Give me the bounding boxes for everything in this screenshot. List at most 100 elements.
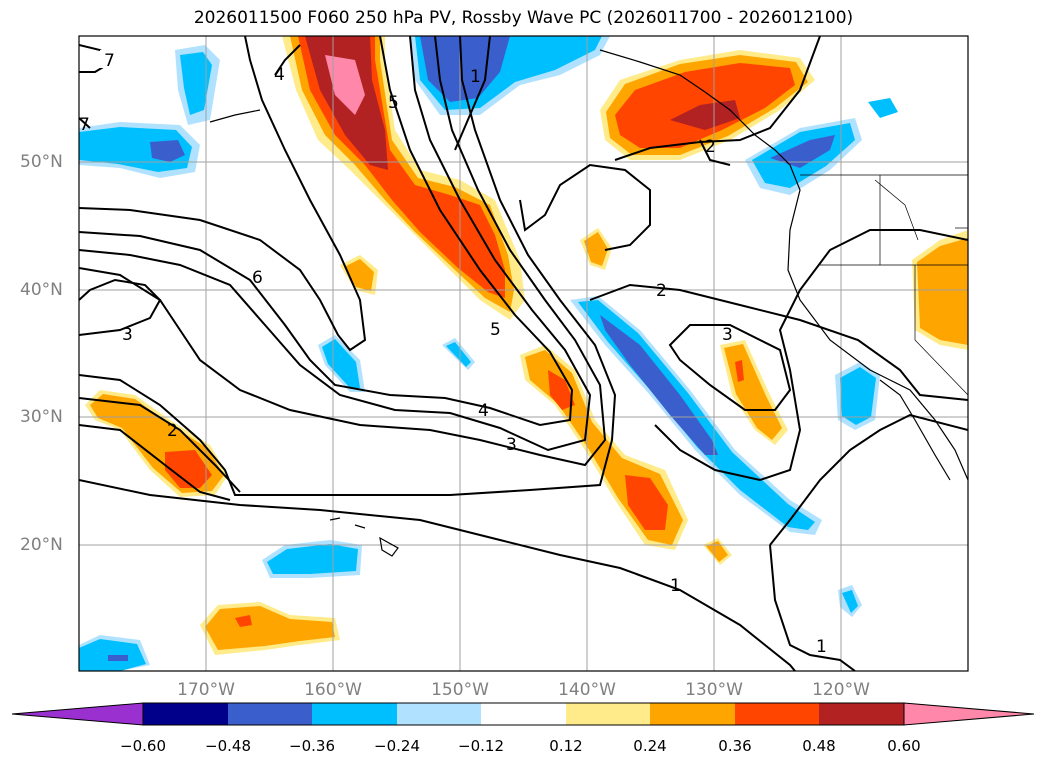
colorbar-segment — [312, 703, 397, 725]
pv-contour-line — [79, 424, 231, 501]
pv-contour-line — [274, 44, 301, 76]
pv-contour-line — [454, 36, 491, 151]
positive-anomaly-shape — [670, 100, 740, 130]
pv-contour-line — [668, 324, 792, 411]
negative-anomaly-shape — [267, 544, 358, 574]
negative-anomaly-shape — [868, 98, 898, 118]
colorbar-extend-high — [903, 702, 1035, 726]
negative-anomaly-shape — [180, 52, 212, 115]
coastline-shape — [379, 536, 399, 557]
coastlines — [209, 49, 968, 557]
positive-anomaly-shape — [325, 55, 365, 115]
negative-anomaly-shape — [150, 140, 185, 162]
contour-labels: 7 7 4 5 1 6 3 2 2 2 3 5 4 3 1 1 — [79, 50, 827, 657]
positive-anomaly-shape — [548, 370, 575, 410]
contour-label: 1 — [470, 67, 481, 87]
colorbar-segment — [143, 703, 228, 725]
contour-label: 4 — [478, 401, 489, 421]
colorbar-segment — [819, 703, 904, 725]
pv-contour-line — [79, 117, 91, 129]
negative-anomaly-shape — [79, 127, 192, 172]
contour-label: 6 — [252, 268, 263, 288]
colorbar-tick-label: −0.24 — [374, 737, 420, 755]
colorbar-segment — [650, 703, 735, 725]
coastline-shape — [329, 517, 341, 521]
state-boundary-shape — [874, 179, 919, 241]
lon-label: 140°W — [558, 680, 616, 700]
colorbar-tick-label: −0.48 — [205, 737, 251, 755]
lon-label: 130°W — [685, 680, 743, 700]
positive-anomaly-shape — [625, 475, 668, 530]
colorbar-segment — [481, 703, 566, 725]
negative-anomaly-shape — [108, 655, 128, 661]
map-title: 2026011500 F060 250 hPa PV, Rossby Wave … — [193, 8, 854, 28]
colorbar-tick-label: 0.36 — [718, 737, 752, 755]
colorbar-tick-label: 0.12 — [549, 737, 583, 755]
colorbar — [11, 702, 1035, 726]
map-gridlines — [79, 36, 968, 671]
colorbar-tick-label: 0.48 — [802, 737, 836, 755]
contour-label: 3 — [722, 325, 733, 345]
contour-label: 3 — [506, 435, 517, 455]
pv-contour-line — [769, 544, 856, 671]
lon-label: 120°W — [812, 680, 870, 700]
colorbar-tick-label: −0.12 — [458, 737, 504, 755]
colorbar-segment — [735, 703, 819, 725]
pv-contour-line — [79, 278, 162, 336]
positive-anomaly-shape — [165, 450, 212, 488]
positive-anomaly-shape — [735, 360, 744, 382]
coastline-shape — [354, 524, 366, 529]
lon-label: 160°W — [304, 680, 362, 700]
pv-contour-line — [699, 139, 731, 166]
contour-label: 2 — [705, 137, 716, 157]
contour-label: 1 — [670, 576, 681, 596]
coastline-shape — [209, 109, 261, 123]
pv-contour-line — [79, 36, 574, 427]
colorbar-tick-label: −0.60 — [120, 737, 166, 755]
lon-label: 150°W — [431, 680, 489, 700]
contour-label: 7 — [104, 51, 115, 71]
coastline-shape — [879, 379, 951, 481]
colorbar-extend-low — [11, 702, 144, 726]
negative-anomaly-shape — [842, 590, 858, 613]
contour-label: 2 — [656, 281, 667, 301]
positive-anomaly-shape — [706, 541, 728, 562]
colorbar-segment — [566, 703, 650, 725]
pv-contour-line — [654, 229, 968, 482]
negative-anomaly-shape — [600, 315, 718, 455]
colorbar-segment — [397, 703, 481, 725]
lat-label: 30°N — [20, 407, 63, 427]
pv-contour-line — [79, 479, 796, 671]
lat-label: 20°N — [20, 535, 63, 555]
contour-label: 1 — [816, 637, 827, 657]
pv-contour-line — [589, 283, 968, 401]
contour-label: 2 — [167, 421, 178, 441]
coastline-shape — [599, 49, 968, 481]
pv-contour-line — [79, 36, 592, 452]
pv-contour-line — [614, 36, 821, 161]
contour-label: 3 — [122, 325, 133, 345]
colorbar-segment — [228, 703, 312, 725]
contour-label: 5 — [388, 93, 399, 113]
lon-label: 170°W — [177, 680, 235, 700]
lat-label: 50°N — [20, 152, 63, 172]
pv-contour-line — [79, 36, 607, 467]
negative-anomaly-shape — [446, 342, 471, 367]
colorbar-tick-label: 0.60 — [887, 737, 921, 755]
contour-label: 4 — [274, 65, 285, 85]
negative-anomaly-shape — [840, 367, 876, 425]
negative-anomaly-shape — [770, 135, 835, 168]
colorbar-tick-label: −0.36 — [289, 737, 335, 755]
contour-label: 5 — [490, 320, 501, 340]
pv-contour-line — [79, 36, 617, 496]
negative-anomaly-shape — [322, 339, 360, 388]
pv-contour-line — [769, 413, 968, 546]
state-boundary-shape — [914, 265, 968, 396]
map-frame — [78, 35, 969, 672]
colorbar-tick-label: 0.24 — [633, 737, 667, 755]
pv-contour-line — [519, 163, 651, 251]
map-plot-area: 7 7 4 5 1 6 3 2 2 2 3 5 4 3 1 1 — [79, 36, 968, 671]
contour-label: 7 — [79, 115, 90, 135]
pv-contour-line — [79, 36, 367, 352]
